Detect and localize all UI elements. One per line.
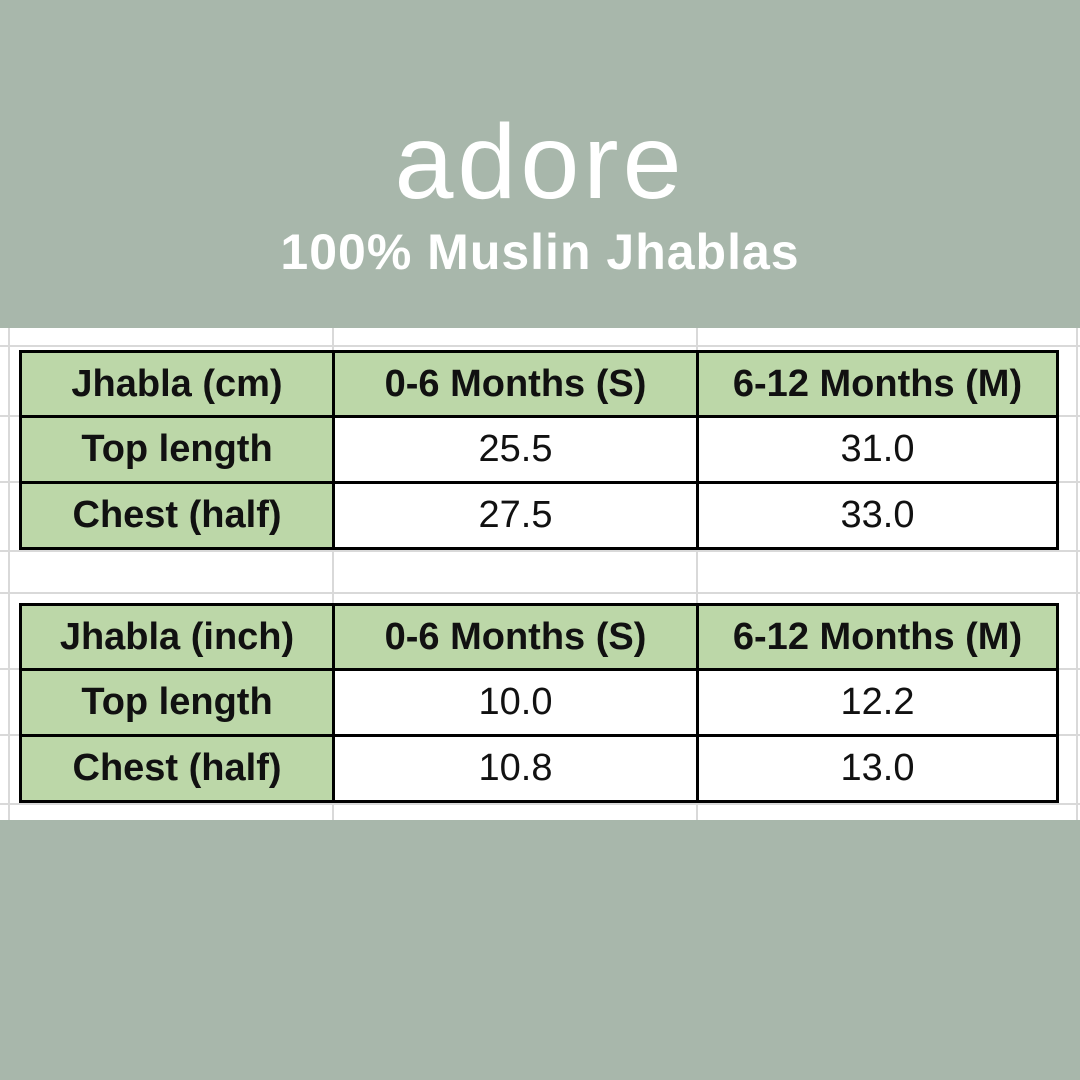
label-cell: Top length [19,415,335,484]
brand-subtitle: 100% Muslin Jhablas [280,224,800,280]
value-cell: 10.8 [332,734,699,803]
gridline-vertical [8,328,10,820]
gridline-horizontal [0,592,1080,594]
table-row: Chest (half) 27.5 33.0 [19,481,1059,550]
header-cell: Jhabla (cm) [19,350,335,418]
label-cell: Chest (half) [19,481,335,550]
gridline-horizontal [0,345,1080,347]
value-cell: 12.2 [696,668,1059,737]
label-cell: Chest (half) [19,734,335,803]
sheet-area: Jhabla (cm) 0-6 Months (S) 6-12 Months (… [0,328,1080,820]
gridline-vertical [696,328,698,820]
gridline-vertical [1076,328,1078,820]
gridline-horizontal [0,550,1080,552]
header-cell: 6-12 Months (M) [696,603,1059,671]
header-cell: 0-6 Months (S) [332,603,699,671]
value-cell: 27.5 [332,481,699,550]
gridline-horizontal [0,803,1080,805]
value-cell: 10.0 [332,668,699,737]
value-cell: 13.0 [696,734,1059,803]
value-cell: 31.0 [696,415,1059,484]
size-table-cm: Jhabla (cm) 0-6 Months (S) 6-12 Months (… [19,350,1059,550]
size-table-inch: Jhabla (inch) 0-6 Months (S) 6-12 Months… [19,603,1059,803]
brand-logo: adore [394,103,686,221]
gridline-vertical [332,328,334,820]
table-row: Chest (half) 10.8 13.0 [19,734,1059,803]
header-cell: 6-12 Months (M) [696,350,1059,418]
value-cell: 25.5 [332,415,699,484]
header-cell: Jhabla (inch) [19,603,335,671]
footer-band [0,820,1080,1080]
table-row: Top length 10.0 12.2 [19,668,1059,737]
header-band: adore 100% Muslin Jhablas [0,0,1080,328]
value-cell: 33.0 [696,481,1059,550]
table-row: Top length 25.5 31.0 [19,415,1059,484]
header-cell: 0-6 Months (S) [332,350,699,418]
label-cell: Top length [19,668,335,737]
